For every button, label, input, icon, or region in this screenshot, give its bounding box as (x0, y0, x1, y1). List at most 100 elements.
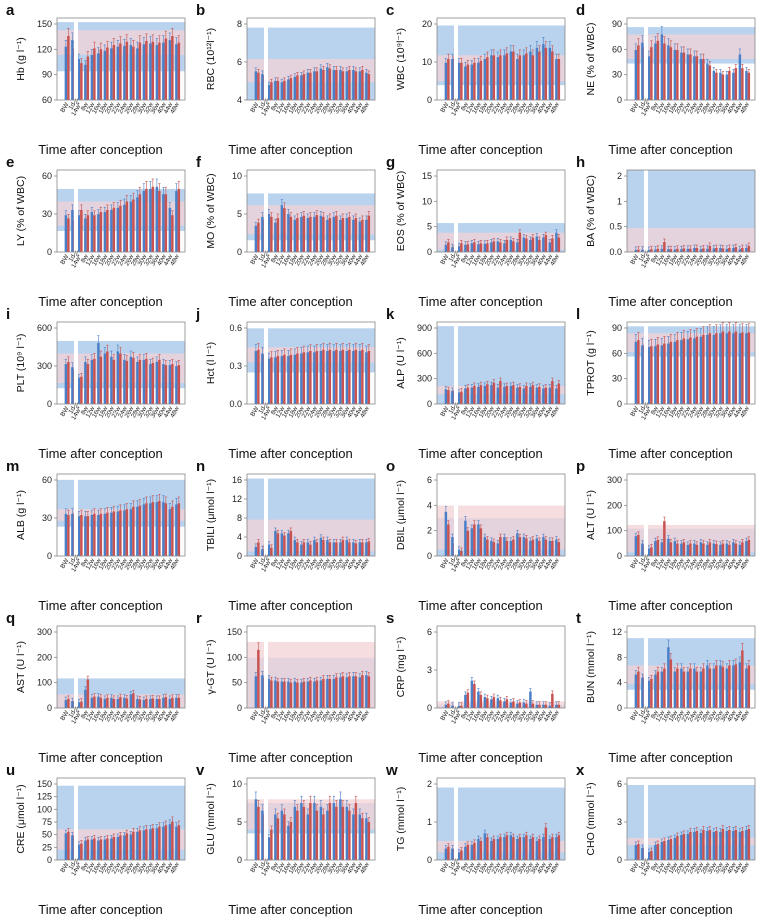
bar-red-20w (682, 834, 686, 860)
y-axis-label: CHO (mmol l⁻¹) (585, 782, 597, 855)
chart-panel-k: k//0 300 600 900 ALP (U l⁻¹) BW 1d 14w* 8w 12w 16w… (380, 304, 569, 461)
bar-blue-26w (319, 537, 323, 556)
axis-break-gap (644, 322, 648, 404)
bar-red-48w (747, 246, 751, 252)
bar-blue-24w (313, 352, 316, 404)
bar-red-40w (544, 539, 548, 556)
bar-red-48w (367, 215, 371, 252)
bar-blue-16w (97, 840, 100, 860)
bar-blue-1d (451, 59, 454, 100)
axis-break-mark: // (74, 403, 78, 410)
bar-red-16w (289, 78, 293, 100)
bar-blue-18w (103, 839, 107, 860)
bar-red-20w (302, 806, 306, 860)
bar-red-32w (151, 828, 155, 860)
bar-red-28w (708, 668, 712, 708)
bar-blue-1d (261, 216, 264, 252)
bar-blue-32w (529, 691, 532, 708)
bar-blue-36w (725, 543, 729, 556)
bar-red-12w (93, 48, 96, 100)
plot-frame (626, 321, 756, 405)
bar-red-16w (479, 385, 483, 404)
bar-blue-24w (313, 71, 316, 100)
y-tick-label: 3 (617, 817, 622, 827)
y-axis-label: DBIL (μmol l⁻¹) (395, 480, 407, 550)
bar-red-26w (512, 241, 515, 252)
y-tick-label: 1 (427, 817, 432, 827)
y-tick-label: 300 (37, 361, 52, 371)
bar-blue-22w (686, 248, 690, 252)
bar-blue-8w (274, 222, 277, 252)
y-tick-label: 0 (427, 399, 432, 409)
bar-blue-26w (319, 215, 323, 252)
plot-frame (56, 321, 186, 405)
x-tick-label: 8w (460, 101, 470, 112)
x-axis-title: Time after conception (608, 294, 733, 309)
bar-blue-18w (483, 243, 487, 252)
bar-blue-16w (97, 53, 100, 100)
bar-red-40w (544, 47, 548, 100)
bar-blue-28w (706, 248, 709, 252)
bar-red-44w (171, 215, 174, 252)
y-axis-label: TBILI (μmol l⁻¹) (205, 479, 217, 551)
panel-letter: j (196, 306, 201, 323)
bar-red-14w* (460, 550, 463, 556)
bar-blue-48w (175, 826, 178, 860)
bar-red-40w (544, 387, 548, 404)
bar-red-18w (676, 668, 679, 708)
bar-blue-18w (673, 671, 677, 708)
bar-blue-22w (496, 543, 500, 556)
bar-blue-32w (719, 248, 722, 252)
bar-blue-28w (326, 540, 329, 556)
bar-red-16w (99, 356, 103, 404)
bar-blue-BW (634, 845, 638, 860)
bar-blue-26w (509, 385, 513, 404)
y-axis-label: AST (U l⁻¹) (15, 641, 27, 693)
bar-red-24w (125, 201, 129, 252)
bar-blue-44w (738, 662, 742, 708)
x-tick-label: 8w (460, 405, 470, 416)
bar-red-BW (637, 45, 640, 100)
bar-red-48w (557, 704, 561, 708)
bar-blue-44w (358, 542, 362, 556)
bar-blue-16w (287, 681, 290, 708)
bar-red-26w (512, 51, 515, 100)
y-axis-label: TG (mmol l⁻¹) (395, 787, 407, 851)
bar-red-24w (315, 215, 319, 252)
bar-red-12w (283, 354, 286, 404)
bar-red-32w (151, 363, 155, 404)
bar-blue-30w (712, 832, 716, 860)
bar-blue-BW (64, 46, 68, 100)
y-axis-label: PLT (10⁹ l⁻¹) (15, 334, 27, 393)
bar-blue-48w (175, 697, 178, 708)
y-axis-label: RBC (10¹²l⁻¹) (205, 28, 217, 90)
y-axis-label: TPROT (g l⁻¹) (585, 330, 597, 395)
panel-letter: p (576, 458, 586, 475)
bar-red-22w (499, 55, 502, 100)
x-axis-title: Time after conception (608, 446, 733, 461)
x-tick-label: 1d (67, 405, 77, 415)
bar-blue-40w (542, 44, 545, 100)
bar-blue-12w (660, 671, 664, 708)
plot-frame (436, 321, 566, 405)
x-tick-label: BW (439, 253, 451, 266)
bar-red-32w (531, 837, 535, 860)
bar-red-16w (99, 697, 103, 708)
bar-red-36w (158, 42, 161, 100)
bar-blue-26w (319, 351, 323, 404)
y-tick-label: 0 (237, 247, 242, 257)
bar-blue-BW (634, 536, 638, 556)
x-axis-title: Time after conception (418, 750, 543, 765)
bar-blue-18w (293, 806, 297, 860)
axis-break-gap (644, 170, 648, 252)
bar-blue-12w (660, 842, 664, 860)
bar-red-14w* (270, 216, 273, 252)
y-tick-label: 150 (37, 19, 52, 29)
bar-red-26w (512, 837, 515, 860)
bar-blue-44w (548, 387, 552, 404)
bar-red-BW (257, 349, 260, 404)
bar-red-30w (525, 835, 528, 860)
x-tick-label: 8w (270, 101, 280, 112)
